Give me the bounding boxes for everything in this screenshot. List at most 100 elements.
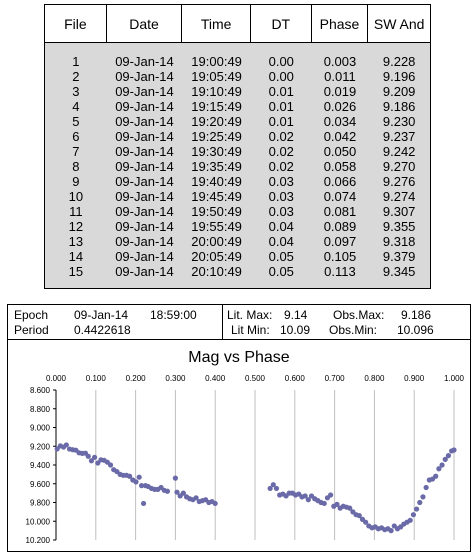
- column-header-phase: Phase: [312, 5, 369, 43]
- cell-sw-and: 9.209: [382, 84, 416, 99]
- cell-file: 14: [68, 249, 84, 264]
- data-point: [417, 499, 423, 506]
- x-tick-label: 0.500: [245, 374, 266, 383]
- column-header-dt: DT: [251, 5, 312, 43]
- cell-file: 7: [72, 144, 80, 159]
- cell-time: 19:55:49: [191, 219, 242, 234]
- table-row: 10 09-Jan-14 19:45:49 0.03 0.074 9.274: [45, 189, 430, 204]
- cell-sw-and: 9.276: [382, 174, 416, 189]
- y-tick-label: 9.400: [30, 461, 51, 470]
- cell-phase: 0.026: [323, 99, 357, 114]
- cell-sw-and: 9.196: [382, 69, 416, 84]
- data-point: [133, 479, 139, 485]
- cell-dt: 0.01: [268, 99, 294, 114]
- cell-sw-and: 9.228: [382, 54, 416, 69]
- cell-file: 9: [72, 174, 80, 189]
- cell-time: 20:05:49: [191, 249, 242, 264]
- cell-time: 19:05:49: [191, 69, 242, 84]
- data-point: [451, 447, 457, 453]
- data-point: [92, 454, 98, 460]
- table-row: 5 09-Jan-14 19:20:49 0.01 0.034 9.230: [45, 114, 430, 129]
- data-point: [267, 485, 273, 492]
- table-row: 2 09-Jan-14 19:05:49 0.00 0.011 9.196: [45, 69, 430, 84]
- table-header: File Date Time DT Phase SW And: [45, 5, 430, 43]
- column-header-time: Time: [182, 5, 251, 43]
- cell-time: 19:35:49: [191, 159, 242, 174]
- data-point: [138, 483, 145, 489]
- obs-min-label: Obs.Min:: [329, 323, 378, 337]
- x-tick-label: 0.000: [46, 374, 67, 383]
- cell-sw-and: 9.379: [382, 249, 416, 264]
- cell-sw-and: 9.318: [382, 234, 416, 249]
- x-tick-label: 0.200: [126, 374, 147, 383]
- data-point: [407, 517, 413, 523]
- cell-phase: 0.042: [323, 129, 357, 144]
- cell-date: 09-Jan-14: [115, 219, 174, 234]
- table-row: 12 09-Jan-14 19:55:49 0.04 0.089 9.355: [45, 219, 430, 234]
- data-point: [174, 489, 180, 495]
- table-body: 1 09-Jan-14 19:00:49 0.00 0.003 9.228 2 09-Jan-…: [45, 43, 430, 288]
- y-tick-label: 9.600: [30, 480, 51, 489]
- data-point: [436, 466, 442, 472]
- cell-time: 20:10:49: [191, 264, 242, 279]
- data-point: [423, 484, 429, 491]
- epoch-date: 09-Jan-14: [74, 308, 129, 322]
- cell-date: 09-Jan-14: [115, 129, 174, 144]
- cell-dt: 0.01: [268, 84, 294, 99]
- lit-min-value: 10.09: [280, 323, 311, 337]
- cell-file: 15: [68, 264, 84, 279]
- cell-file: 13: [68, 234, 84, 249]
- cell-date: 09-Jan-14: [115, 84, 174, 99]
- table-row: 4 09-Jan-14 19:15:49 0.01 0.026 9.186: [45, 99, 430, 114]
- data-point: [356, 513, 362, 519]
- obs-min-value: 10.096: [397, 323, 434, 337]
- cell-dt: 0.03: [268, 174, 294, 189]
- obs-max-value: 9.186: [401, 308, 432, 322]
- cell-time: 19:45:49: [191, 189, 242, 204]
- data-point: [140, 500, 147, 507]
- table-row: 14 09-Jan-14 20:05:49 0.05 0.105 9.379: [45, 249, 430, 264]
- data-point: [180, 490, 186, 496]
- cell-file: 12: [68, 219, 84, 234]
- cell-phase: 0.105: [323, 249, 357, 264]
- period-label: Period: [14, 323, 49, 337]
- lit-max-label: Lit. Max:: [227, 308, 273, 322]
- cell-time: 19:20:49: [191, 114, 242, 129]
- data-point: [136, 474, 142, 480]
- cell-dt: 0.04: [268, 234, 294, 249]
- data-point: [420, 494, 426, 500]
- data-point: [433, 473, 439, 479]
- column-header-date: Date: [107, 5, 183, 43]
- cell-date: 09-Jan-14: [115, 249, 174, 264]
- y-tick-label: 8.800: [30, 405, 51, 414]
- cell-sw-and: 9.307: [382, 204, 416, 219]
- cell-time: 19:50:49: [191, 204, 242, 219]
- cell-file: 8: [72, 159, 80, 174]
- cell-phase: 0.050: [323, 144, 357, 159]
- cell-time: 19:30:49: [191, 144, 242, 159]
- cell-file: 1: [72, 54, 80, 69]
- period-value: 0.4422618: [74, 323, 131, 337]
- table-row: 9 09-Jan-14 19:40:49 0.03 0.066 9.276: [45, 174, 430, 189]
- data-point: [164, 488, 171, 494]
- data-point: [328, 492, 334, 498]
- column-header-sw-and: SW And: [373, 16, 425, 32]
- cell-date: 09-Jan-14: [115, 204, 174, 219]
- lit-max-value: 9.14: [284, 308, 308, 322]
- cell-date: 09-Jan-14: [115, 234, 174, 249]
- cell-time: 19:10:49: [191, 84, 242, 99]
- cell-file: 6: [72, 129, 80, 144]
- x-tick-label: 0.300: [165, 374, 186, 383]
- x-tick-label: 0.900: [404, 374, 425, 383]
- cell-file: 11: [69, 204, 83, 219]
- y-tick-label: 9.800: [30, 499, 51, 508]
- data-point: [193, 495, 199, 501]
- cell-date: 09-Jan-14: [115, 99, 174, 114]
- cell-phase: 0.003: [323, 54, 357, 69]
- data-point: [172, 475, 178, 481]
- data-point: [445, 453, 452, 459]
- elements-panel: Epoch 09-Jan-14 18:59:00 Period 0.442261…: [7, 304, 471, 340]
- cell-dt: 0.01: [268, 114, 294, 129]
- y-tick-label: 10.200: [26, 536, 51, 545]
- cell-sw-and: 9.230: [382, 114, 416, 129]
